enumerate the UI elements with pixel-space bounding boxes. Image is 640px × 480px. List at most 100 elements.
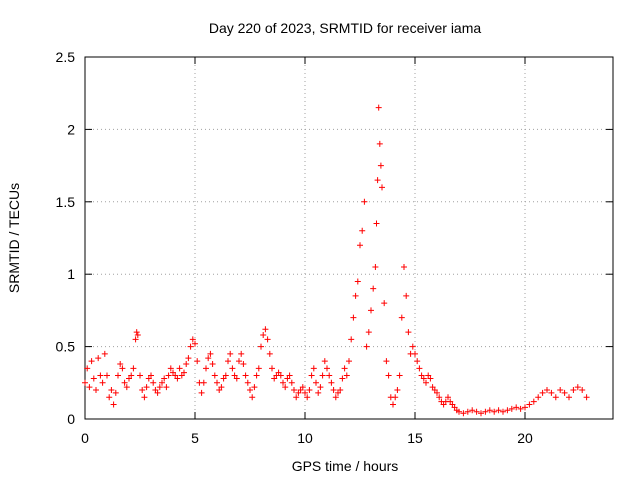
data-point (324, 365, 330, 372)
data-point (414, 358, 421, 365)
data-point (530, 398, 537, 405)
plot-frame (84, 56, 614, 420)
data-point (473, 408, 480, 415)
data-point (218, 384, 225, 391)
data-point (130, 365, 137, 372)
data-point (108, 387, 115, 394)
data-point (375, 104, 382, 111)
data-point (222, 372, 229, 379)
data-point (352, 292, 359, 299)
data-point (561, 389, 568, 396)
data-point (377, 162, 384, 169)
data-point (482, 408, 489, 415)
data-point (381, 300, 388, 307)
data-point (161, 375, 168, 382)
data-point (390, 401, 396, 408)
data-point (544, 387, 550, 394)
data-point (148, 372, 154, 379)
axis-ticks (84, 56, 613, 420)
data-point (262, 326, 269, 333)
data-point (500, 408, 506, 415)
data-point (354, 278, 361, 285)
data-point (363, 343, 370, 350)
data-point (156, 384, 163, 391)
data-point (282, 384, 289, 391)
data-point (370, 285, 377, 292)
data-point (95, 355, 102, 362)
data-point (181, 369, 187, 376)
data-point (200, 379, 207, 386)
data-point (372, 263, 379, 270)
data-point (247, 387, 253, 394)
data-point (456, 408, 462, 415)
data-points (82, 104, 590, 417)
data-point (123, 384, 130, 391)
data-point (310, 365, 317, 372)
data-point (286, 372, 293, 379)
data-point (150, 379, 157, 386)
data-point (185, 355, 192, 362)
data-point (93, 387, 99, 394)
data-point (434, 389, 440, 396)
data-point (90, 375, 97, 382)
data-point (236, 358, 242, 365)
data-point (339, 375, 346, 382)
data-point (139, 387, 146, 394)
data-point (548, 389, 555, 396)
data-point (357, 242, 363, 249)
data-point (436, 394, 443, 401)
data-point (350, 314, 357, 321)
data-point (348, 336, 355, 343)
y-tick-labels: 0 0.5 1 1.5 2 2.5 (56, 49, 76, 427)
data-point (308, 372, 315, 379)
y-tick-label: 1 (67, 266, 75, 282)
data-point (159, 379, 165, 386)
data-point (319, 372, 326, 379)
data-point (86, 384, 93, 391)
y-tick-label: 0 (67, 411, 75, 427)
x-tick-label: 20 (517, 430, 533, 446)
data-point (128, 372, 135, 379)
data-point (398, 314, 405, 321)
data-point (346, 358, 352, 365)
data-point (396, 372, 403, 379)
data-point (264, 336, 271, 343)
data-point (539, 389, 546, 396)
data-point (304, 394, 311, 401)
data-point (167, 365, 174, 372)
data-point (115, 372, 121, 379)
data-point (379, 184, 385, 191)
data-point (517, 405, 524, 412)
data-point (420, 375, 427, 382)
data-point (383, 358, 390, 365)
data-point (495, 407, 502, 414)
data-point (313, 379, 319, 386)
x-tick-label: 0 (81, 430, 89, 446)
data-point (205, 355, 212, 362)
data-point (112, 389, 119, 396)
data-point (574, 384, 581, 391)
y-tick-label: 2 (67, 121, 75, 137)
data-point (176, 365, 183, 372)
data-point (154, 389, 161, 396)
data-point (359, 227, 366, 234)
data-point (392, 394, 399, 401)
y-tick-label: 2.5 (56, 49, 76, 65)
data-point (343, 372, 350, 379)
data-point (321, 358, 328, 365)
data-point (277, 372, 284, 379)
data-point (306, 387, 313, 394)
data-point (97, 372, 104, 379)
x-tick-labels: 0 5 10 15 20 (81, 430, 533, 446)
data-point (260, 332, 267, 339)
data-point (198, 389, 205, 396)
data-point (330, 387, 337, 394)
data-point (269, 365, 275, 372)
data-point (121, 379, 128, 386)
data-point (341, 365, 348, 372)
data-point (315, 389, 322, 396)
data-point (141, 394, 148, 401)
grid-lines (85, 57, 613, 419)
data-point (104, 372, 110, 379)
